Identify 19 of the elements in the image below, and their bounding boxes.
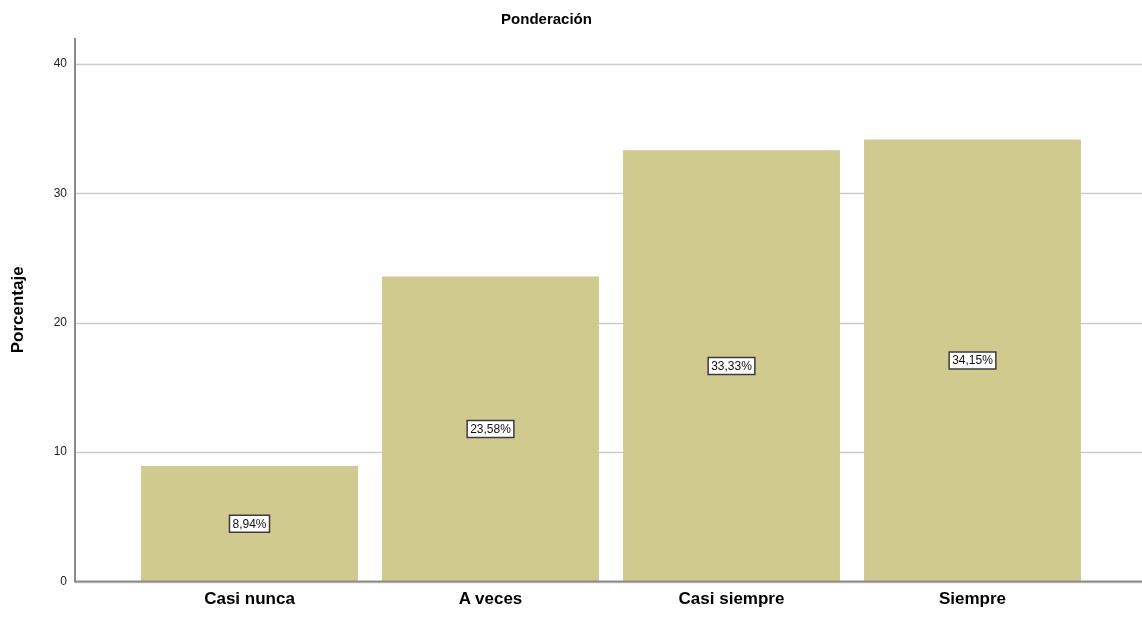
y-tick-label: 20 — [53, 315, 68, 330]
chart-title: Ponderación — [501, 10, 592, 28]
bar — [864, 139, 1081, 582]
x-tick-label: Siempre — [938, 589, 1007, 609]
x-tick-label: Casi siempre — [678, 589, 785, 609]
y-axis-title: Porcentaje — [7, 266, 27, 354]
bar — [141, 465, 358, 582]
y-tick-label: 40 — [53, 56, 68, 71]
x-tick-label: A veces — [458, 589, 523, 609]
y-tick-label: 0 — [60, 573, 68, 588]
data-label: 8,94% — [232, 516, 267, 531]
data-label: 34,15% — [952, 353, 994, 368]
data-label: 33,33% — [711, 358, 753, 373]
data-label: 23,58% — [470, 421, 512, 436]
y-tick-label: 30 — [53, 185, 68, 200]
bar — [623, 150, 840, 582]
y-tick-label: 10 — [53, 444, 68, 459]
bar — [382, 276, 599, 582]
x-tick-label: Casi nunca — [204, 589, 296, 609]
